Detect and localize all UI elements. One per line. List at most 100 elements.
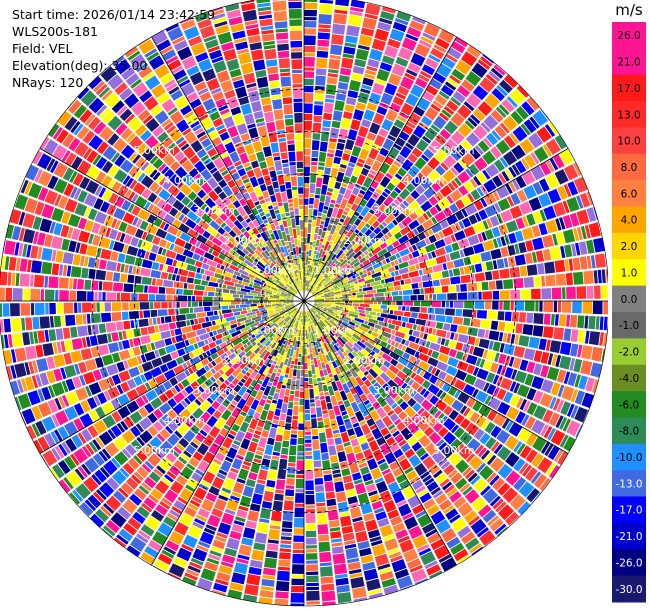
velocity-cell [350,265,355,270]
velocity-cell [58,396,66,409]
velocity-cell [390,334,396,341]
velocity-cell [278,559,291,567]
velocity-cell [143,310,151,318]
velocity-cell [521,227,534,240]
velocity-cell [287,401,294,409]
velocity-cell [389,461,400,471]
velocity-cell [119,233,126,243]
velocity-cell [70,350,83,363]
velocity-cell [364,320,369,325]
velocity-cell [262,190,270,199]
velocity-cell [98,450,108,462]
velocity-cell [271,177,278,182]
velocity-cell [389,254,397,262]
velocity-cell [369,122,381,135]
velocity-cell [306,280,309,287]
velocity-cell [34,169,43,183]
velocity-cell [562,418,571,432]
velocity-cell [103,390,111,401]
velocity-cell [440,338,446,346]
velocity-cell [314,346,319,356]
velocity-cell [286,216,292,227]
velocity-cell [586,207,597,222]
velocity-cell [42,343,54,357]
velocity-cell [306,340,309,344]
velocity-cell [349,387,357,395]
velocity-cell [345,362,353,370]
velocity-cell [247,292,258,296]
velocity-cell [335,0,350,7]
velocity-cell [347,271,357,279]
velocity-cell [201,138,212,148]
velocity-cell [492,498,504,510]
velocity-cell [238,255,246,262]
velocity-cell [517,384,530,398]
velocity-cell [257,241,264,248]
velocity-cell [140,327,148,336]
velocity-cell [62,133,75,148]
velocity-cell [257,177,265,185]
velocity-cell [406,26,422,38]
velocity-cell [329,527,341,532]
velocity-cell [192,521,204,530]
velocity-cell [381,331,392,339]
velocity-cell [523,400,531,412]
velocity-cell [276,346,281,351]
velocity-cell [52,126,63,140]
velocity-cell [311,286,319,294]
velocity-cell [258,10,272,16]
velocity-cell [416,325,421,331]
velocity-cell [309,241,313,246]
velocity-cell [313,304,324,309]
velocity-cell [331,546,344,554]
velocity-cell [251,325,259,331]
velocity-cell [168,322,177,330]
velocity-cell [368,339,376,346]
velocity-cell [336,331,343,338]
velocity-cell [130,78,142,89]
velocity-cell [44,330,50,342]
velocity-cell [187,201,194,209]
velocity-cell [493,443,503,455]
velocity-cell [197,396,205,403]
velocity-cell [287,338,292,346]
velocity-cell [569,358,576,371]
velocity-cell [337,252,346,262]
velocity-cell [519,312,527,323]
velocity-cell [199,242,210,252]
velocity-cell [514,243,520,255]
velocity-cell [293,291,297,294]
velocity-cell [436,63,452,78]
velocity-cell [410,306,420,313]
velocity-cell [36,232,46,246]
velocity-cell [118,528,133,542]
velocity-cell [11,272,16,286]
velocity-cell [281,231,288,242]
velocity-cell [312,312,318,318]
velocity-cell [140,129,152,142]
velocity-cell [200,389,212,401]
velocity-cell [284,227,290,235]
velocity-cell [521,414,530,426]
velocity-cell [336,342,340,347]
velocity-cell [238,330,249,338]
velocity-cell [455,210,465,221]
velocity-cell [73,418,85,431]
velocity-cell [366,578,381,591]
velocity-cell [324,273,333,282]
velocity-cell [268,348,273,353]
velocity-cell [100,201,110,213]
velocity-cell [287,140,295,145]
velocity-cell [181,160,194,173]
velocity-cell [333,234,341,245]
velocity-cell [267,539,279,544]
velocity-cell [387,509,400,520]
velocity-cell [40,289,45,301]
velocity-cell [32,317,40,330]
velocity-cell [309,258,313,265]
velocity-cell [82,130,95,144]
velocity-cell [267,205,273,210]
velocity-cell [528,197,542,212]
velocity-cell [197,340,206,348]
velocity-cell [68,240,77,253]
